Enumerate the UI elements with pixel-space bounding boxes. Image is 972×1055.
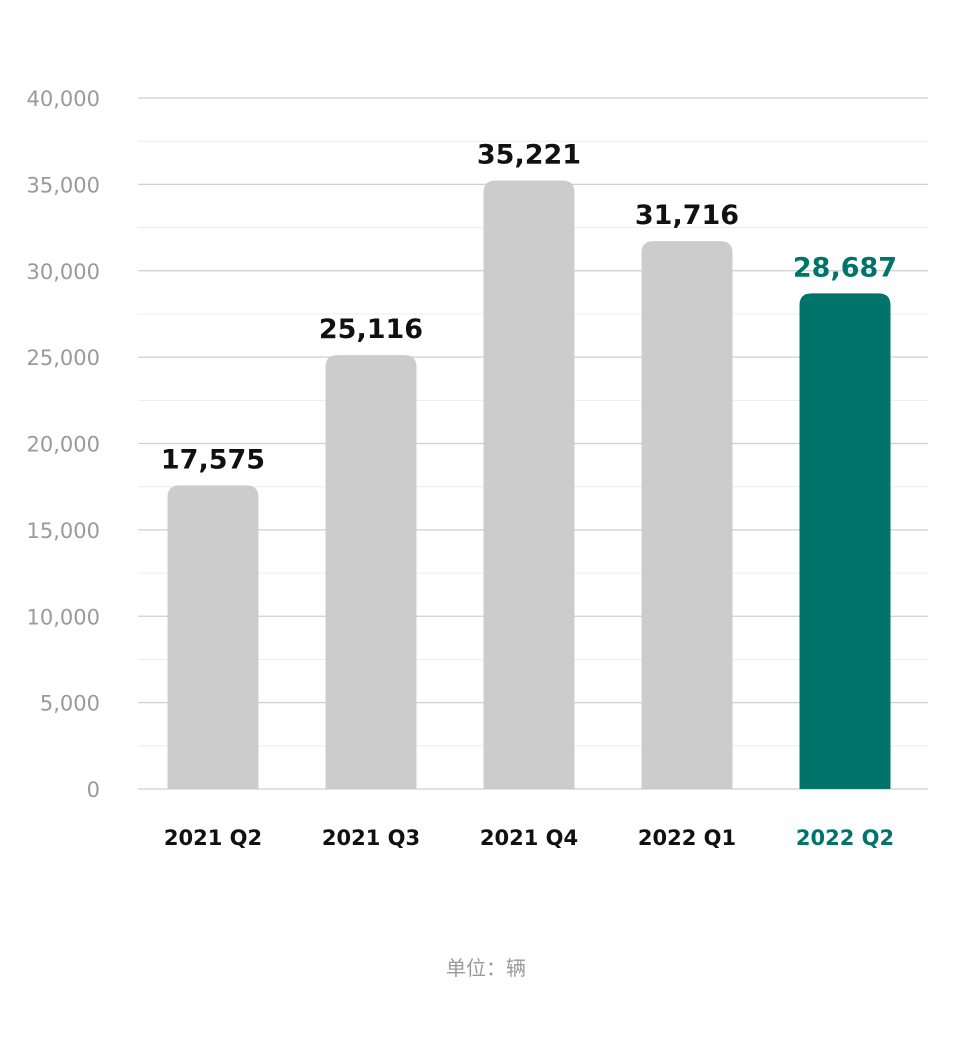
bar-value-label: 35,221 xyxy=(477,140,581,171)
y-tick-label: 35,000 xyxy=(27,173,100,197)
bar-value-label: 25,116 xyxy=(319,314,423,345)
y-tick-label: 25,000 xyxy=(27,346,100,370)
x-tick-label: 2021 Q2 xyxy=(164,826,262,850)
x-tick-label: 2022 Q2 xyxy=(796,826,894,850)
x-axis: 2021 Q2 2021 Q3 2021 Q4 2022 Q1 2022 Q2 xyxy=(164,826,894,850)
y-tick-label: 15,000 xyxy=(27,519,100,543)
x-tick-label: 2021 Q3 xyxy=(322,826,420,850)
bar-2021-q2 xyxy=(167,485,259,789)
y-axis: 0 5,000 10,000 15,000 20,000 25,000 30,000 35,0… xyxy=(27,87,100,802)
y-tick-label: 30,000 xyxy=(27,260,100,284)
y-tick-label: 10,000 xyxy=(27,605,100,629)
unit-note: 单位：辆 xyxy=(446,956,526,980)
y-tick-label: 20,000 xyxy=(27,433,100,457)
y-tick-label: 40,000 xyxy=(27,87,100,111)
y-tick-label: 5,000 xyxy=(40,692,100,716)
bar-2022-q2 xyxy=(799,293,891,789)
x-tick-label: 2021 Q4 xyxy=(480,826,578,850)
bar-2022-q1 xyxy=(641,241,733,790)
bars xyxy=(167,180,891,790)
y-tick-label: 0 xyxy=(87,778,100,802)
bar-2021-q4 xyxy=(483,180,575,789)
bar-value-label: 28,687 xyxy=(793,252,897,283)
bar-value-label: 17,575 xyxy=(161,444,265,475)
value-labels: 17,575 25,116 35,221 31,716 28,687 xyxy=(161,140,897,476)
bar-2021-q3 xyxy=(325,355,417,789)
x-tick-label: 2022 Q1 xyxy=(638,826,736,850)
bar-value-label: 31,716 xyxy=(635,200,739,231)
